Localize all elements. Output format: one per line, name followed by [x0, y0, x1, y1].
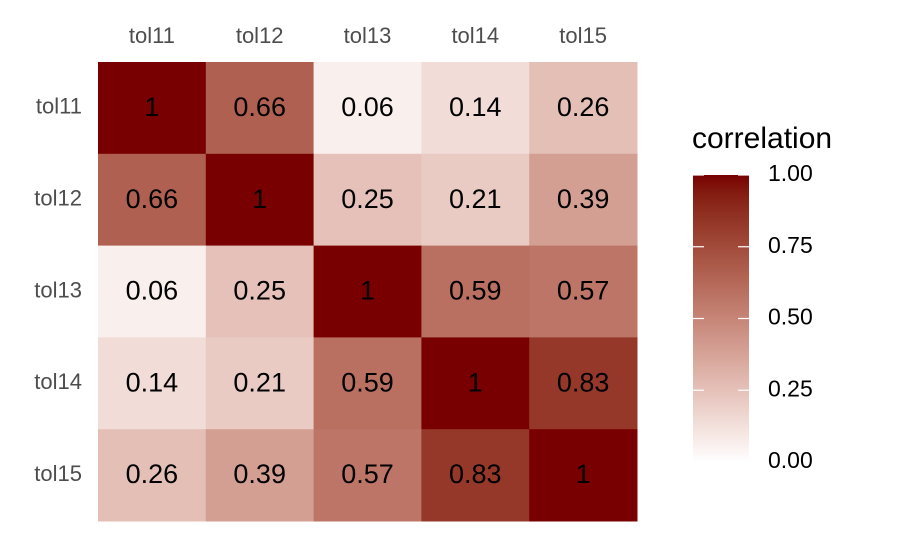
- cell-label: 0.39: [233, 459, 286, 489]
- heatmap-cell: [98, 429, 207, 522]
- y-tick-label: tol14: [34, 369, 82, 394]
- heatmap-cell: [529, 337, 638, 430]
- heatmap-cell: [205, 245, 315, 338]
- heatmap-cell: [529, 429, 638, 522]
- colorbar-tick-label: 1.00: [768, 160, 813, 186]
- heatmap-cell: [421, 62, 530, 155]
- cell-label: 0.25: [233, 276, 286, 306]
- cell-label: 0.59: [341, 367, 394, 397]
- heatmap-cell: [421, 245, 530, 338]
- cell-label: 0.57: [341, 459, 394, 489]
- cell-label: 0.66: [233, 92, 286, 122]
- y-tick-label: tol12: [34, 186, 82, 211]
- colorbar-tick-label: 0.75: [768, 232, 813, 258]
- cell-label: 1: [468, 367, 483, 397]
- cell-label: 0.59: [449, 276, 502, 306]
- cell-label: 0.57: [557, 276, 610, 306]
- cell-label: 0.39: [557, 184, 610, 214]
- cell-label: 0.06: [126, 276, 179, 306]
- colorbar-tick-label: 0.00: [768, 447, 813, 473]
- cell-label: 0.06: [341, 92, 394, 122]
- cell-label: 0.14: [449, 92, 502, 122]
- x-tick-label: tol13: [344, 23, 392, 48]
- cell-label: 1: [360, 276, 375, 306]
- heatmap-cell: [313, 429, 422, 522]
- heatmap-cell: [98, 337, 207, 430]
- y-tick-label: tol13: [34, 277, 82, 302]
- heatmap-cell: [205, 62, 315, 155]
- cell-label: 0.26: [126, 459, 179, 489]
- colorbar-tick-label: 0.50: [768, 304, 813, 330]
- cell-label: 1: [576, 459, 591, 489]
- cell-label: 0.83: [557, 367, 610, 397]
- heatmap-cell: [313, 337, 422, 430]
- cell-label: 0.26: [557, 92, 610, 122]
- cell-label: 0.66: [126, 184, 179, 214]
- y-tick-label: tol15: [34, 461, 82, 486]
- x-tick-label: tol11: [129, 23, 175, 48]
- heatmap-cell: [205, 429, 315, 522]
- heatmap-cell: [421, 337, 530, 430]
- x-tick-label: tol14: [451, 23, 499, 48]
- cell-label: 0.83: [449, 459, 502, 489]
- heatmap-cell: [98, 62, 207, 155]
- cell-label: 1: [252, 184, 267, 214]
- heatmap-cell: [98, 153, 207, 247]
- colorbar-tick-label: 0.25: [768, 375, 813, 401]
- heatmap-cell: [529, 153, 638, 247]
- x-tick-label: tol15: [559, 23, 607, 48]
- heatmap-cell: [313, 245, 422, 338]
- legend-title: correlation: [692, 122, 832, 155]
- cell-label: 0.21: [449, 184, 502, 214]
- heatmap-cell: [529, 245, 638, 338]
- heatmap-cell: [421, 429, 530, 522]
- cell-label: 0.25: [341, 184, 394, 214]
- heatmap-cell: [529, 62, 638, 155]
- x-tick-label: tol12: [236, 23, 284, 48]
- heatmap-cell: [98, 245, 207, 338]
- heatmap-cell: [205, 337, 315, 430]
- y-tick-label: tol11: [36, 94, 82, 119]
- heatmap-cell: [313, 153, 422, 247]
- heatmap-cell: [421, 153, 530, 247]
- cell-label: 1: [144, 92, 159, 122]
- cell-label: 0.21: [233, 367, 286, 397]
- cell-label: 0.14: [126, 367, 179, 397]
- heatmap-cell: [205, 153, 315, 247]
- heatmap-cell: [313, 62, 422, 155]
